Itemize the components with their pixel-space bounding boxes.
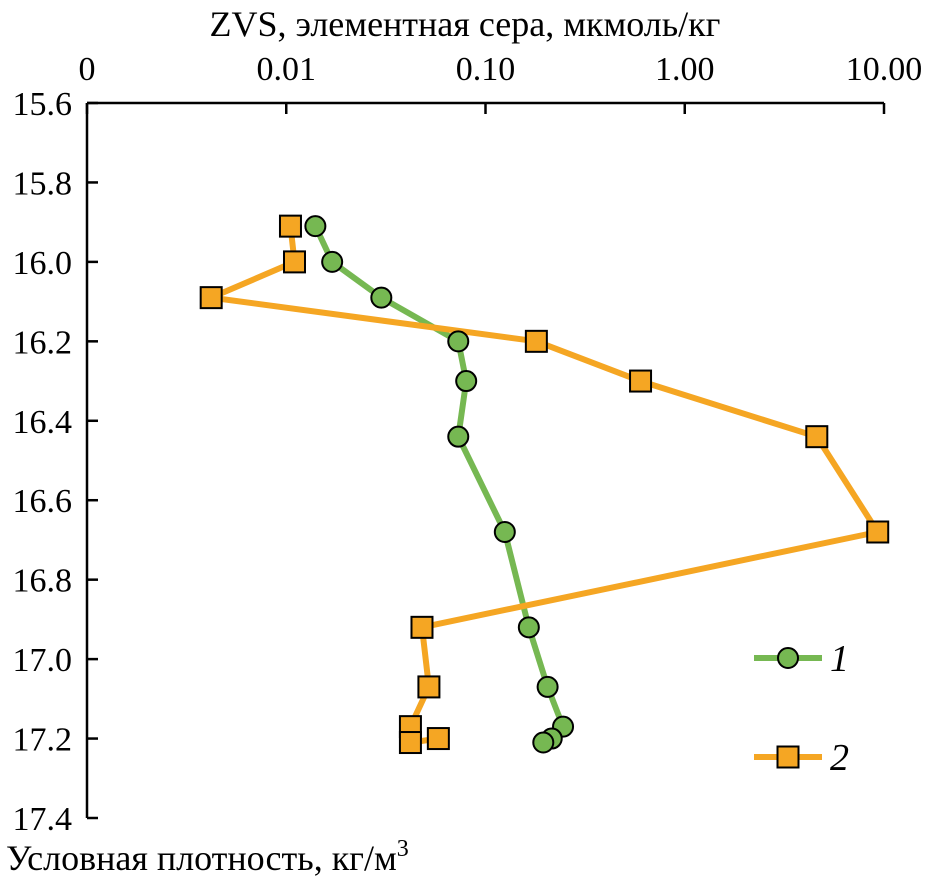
y-axis-title: Условная плотность, кг/м3	[6, 836, 409, 878]
series-1-point	[517, 616, 540, 639]
series-2-line	[208, 225, 881, 746]
series-2-point	[426, 727, 450, 751]
series-2-point	[524, 329, 548, 353]
y-tick-label: 15.8	[13, 165, 73, 202]
x-tick-label: 0.01	[257, 51, 317, 88]
y-tick-label: 16.4	[13, 404, 73, 441]
series-2-point	[278, 214, 302, 238]
x-tick-label: 1.00	[655, 51, 715, 88]
series-1-point	[493, 521, 516, 543]
series-2-point	[805, 425, 829, 449]
y-tick-label: 15.6	[13, 86, 73, 123]
series-2-point	[417, 675, 441, 699]
legend: 12	[754, 638, 849, 779]
series-1-point	[304, 215, 327, 238]
y-axis-ticks: 15.6 15.8 16.0 16.2 16.4 16.6 16.8 17.0 17.2 17.4	[13, 86, 98, 838]
series-2-point	[398, 731, 422, 755]
legend-label-1: 1	[830, 638, 849, 680]
legend-label-2: 2	[830, 737, 849, 779]
series-1-point	[447, 425, 470, 448]
x-tick-label: 0	[79, 51, 96, 88]
legend-marker-2	[776, 745, 800, 769]
series-2-point	[866, 520, 890, 544]
legend-marker-1	[777, 647, 799, 669]
series-1-point	[455, 370, 478, 393]
series-1-point	[532, 731, 555, 754]
series-1-line	[312, 224, 566, 746]
series-2-point	[282, 250, 306, 274]
x-tick-label: 10.00	[846, 51, 923, 88]
series-2-point	[199, 286, 223, 310]
y-tick-label: 16.0	[13, 245, 73, 282]
series-1-point	[536, 675, 559, 698]
x-axis-title: ZVS, элементная сера, мкмоль/кг	[210, 4, 721, 44]
series-1-point	[447, 330, 470, 353]
y-axis-title-superscript: 3	[397, 836, 409, 862]
x-axis-ticks: 0 0.01 0.10 1.00 10.00	[79, 51, 923, 114]
y-tick-label: 16.6	[13, 483, 73, 520]
y-tick-label: 16.8	[13, 563, 73, 600]
series-1-point	[321, 250, 344, 273]
y-axis-title-text: Условная плотность, кг/м	[6, 838, 397, 878]
series-2-point	[410, 615, 434, 639]
y-tick-label: 17.4	[13, 801, 73, 838]
series-1-point	[370, 286, 393, 309]
y-tick-label: 16.2	[13, 324, 73, 361]
plot-series	[199, 214, 890, 755]
y-tick-label: 17.0	[13, 642, 73, 679]
x-tick-label: 0.10	[456, 51, 516, 88]
y-tick-label: 17.2	[13, 722, 73, 759]
series-2-point	[629, 369, 653, 393]
